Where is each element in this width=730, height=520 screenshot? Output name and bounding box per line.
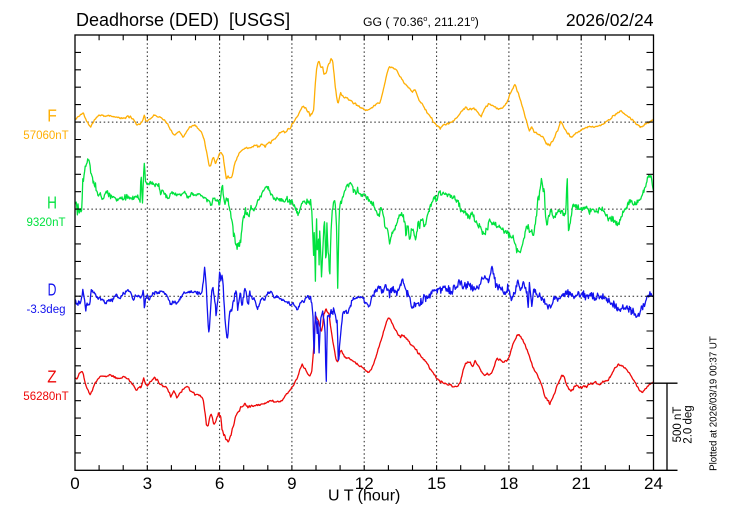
svg-text:9320nT: 9320nT	[26, 217, 65, 229]
svg-text:500 nT: 500 nT	[672, 407, 684, 443]
svg-text:Deadhorse (DED) [USGS]: Deadhorse (DED) [USGS]	[76, 10, 290, 30]
svg-text:24: 24	[644, 474, 663, 493]
svg-text:U T (hour): U T (hour)	[328, 488, 400, 505]
svg-text:Plotted at 2026/03/19 00:37 UT: Plotted at 2026/03/19 00:37 UT	[708, 336, 719, 471]
svg-text:D: D	[48, 280, 57, 300]
svg-text:56280nT: 56280nT	[23, 391, 68, 403]
svg-text:12: 12	[355, 474, 374, 493]
svg-text:57060nT: 57060nT	[23, 130, 68, 142]
svg-text:6: 6	[215, 474, 224, 493]
svg-text:2026/02/24: 2026/02/24	[566, 10, 654, 30]
svg-text:F: F	[47, 106, 57, 126]
svg-text:15: 15	[427, 474, 446, 493]
svg-text:2.0 deg: 2.0 deg	[683, 405, 695, 443]
svg-text:-3.3deg: -3.3deg	[26, 304, 65, 316]
svg-text:21: 21	[572, 474, 591, 493]
svg-text:GG ( 70.36o, 211.21o): GG ( 70.36o, 211.21o)	[363, 14, 479, 29]
svg-text:18: 18	[499, 474, 518, 493]
svg-text:Z: Z	[47, 367, 57, 387]
svg-text:0: 0	[70, 474, 79, 493]
svg-text:9: 9	[287, 474, 296, 493]
svg-text:3: 3	[143, 474, 152, 493]
svg-text:H: H	[47, 193, 57, 213]
